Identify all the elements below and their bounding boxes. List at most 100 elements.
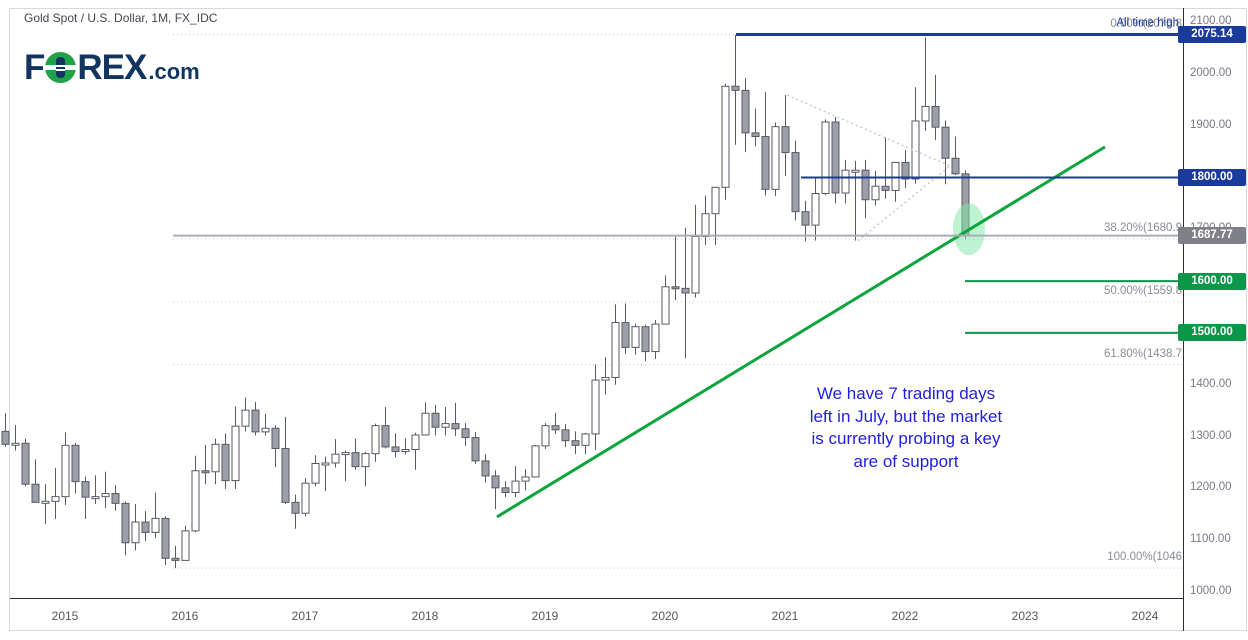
price-axis-label: 1300.00 bbox=[1190, 429, 1232, 442]
candle-2015-07 bbox=[121, 502, 130, 544]
candle-2016-04 bbox=[211, 443, 220, 473]
time-axis-label: 2016 bbox=[171, 609, 199, 623]
candle-2017-12 bbox=[411, 434, 420, 450]
candle-2020-03 bbox=[681, 287, 690, 294]
candle-2020-10 bbox=[751, 132, 760, 138]
candle-2021-11 bbox=[881, 185, 890, 191]
candle-2016-10 bbox=[271, 427, 280, 449]
candle-2016-05 bbox=[221, 443, 230, 482]
fib-level-label: 100.00%(1046 bbox=[1107, 551, 1182, 564]
annotation-line: are of support bbox=[853, 451, 959, 471]
candle-2019-03 bbox=[561, 429, 570, 442]
candle-2017-04 bbox=[331, 453, 340, 464]
candle-2022-05 bbox=[941, 126, 950, 159]
candle-2020-12 bbox=[771, 126, 780, 190]
candle-2019-12 bbox=[651, 323, 660, 353]
candle-2017-07 bbox=[361, 453, 370, 468]
candle-2021-07 bbox=[841, 169, 850, 194]
candle-2016-07 bbox=[241, 409, 250, 427]
fib-level-label: 38.20%(1680.9 bbox=[1103, 222, 1182, 235]
candle-2018-09 bbox=[501, 487, 510, 494]
candle-2020-09 bbox=[741, 89, 750, 134]
candle-2015-12 bbox=[171, 557, 180, 561]
candle-2022-06 bbox=[951, 157, 960, 175]
candle-2020-04 bbox=[691, 236, 700, 294]
candle-2016-09 bbox=[261, 427, 270, 433]
fib-level-label: 0.00%(2075.8 bbox=[1110, 17, 1182, 30]
candle-2022-01 bbox=[901, 161, 910, 180]
candle-2014-09 bbox=[21, 442, 30, 485]
candle-2017-11 bbox=[401, 449, 410, 453]
candle-2018-07 bbox=[481, 460, 490, 477]
candle-2019-05 bbox=[581, 433, 590, 446]
logo-letters-rex: REX bbox=[77, 48, 147, 87]
candle-2015-09 bbox=[141, 521, 150, 533]
forex-o-icon bbox=[43, 52, 79, 83]
candle-2016-02 bbox=[191, 470, 200, 532]
logo-letter-f: F bbox=[24, 48, 45, 87]
candle-2017-01 bbox=[301, 482, 310, 514]
time-axis-label: 2022 bbox=[891, 609, 919, 623]
annotation-line: is currently probing a key bbox=[811, 429, 1001, 448]
candle-2022-04 bbox=[931, 105, 940, 128]
time-axis-label: 2018 bbox=[411, 609, 439, 623]
candle-2021-06 bbox=[831, 121, 840, 194]
candle-2019-07 bbox=[601, 376, 610, 381]
candle-2014-07 bbox=[1, 430, 10, 445]
candle-2020-05 bbox=[701, 213, 710, 238]
candle-2018-10 bbox=[511, 480, 520, 494]
candle-2017-05 bbox=[341, 452, 350, 456]
time-axis-label: 2020 bbox=[651, 609, 679, 623]
candle-2014-08 bbox=[11, 442, 20, 446]
candle-2019-09 bbox=[621, 322, 630, 348]
time-axis-label: 2021 bbox=[771, 609, 799, 623]
price-axis-label: 1400.00 bbox=[1190, 377, 1232, 390]
chart-frame bbox=[9, 8, 1247, 631]
time-axis-label: 2023 bbox=[1011, 609, 1039, 623]
candle-2020-11 bbox=[761, 136, 770, 190]
fib-level-label: 61.80%(1438.7 bbox=[1103, 347, 1182, 360]
candle-2018-05 bbox=[461, 428, 470, 439]
candle-2019-01 bbox=[541, 425, 550, 447]
candle-2015-02 bbox=[71, 444, 80, 483]
candle-2016-11 bbox=[281, 447, 290, 503]
candle-2018-02 bbox=[431, 412, 440, 428]
candle-2017-02 bbox=[311, 462, 320, 484]
time-axis-label: 2019 bbox=[531, 609, 559, 623]
candle-2021-12 bbox=[891, 161, 900, 191]
candle-2022-02 bbox=[911, 120, 920, 180]
candle-2021-09 bbox=[861, 169, 870, 201]
candle-2016-08 bbox=[251, 409, 260, 433]
price-tag-1500.00: 1500.00 bbox=[1178, 324, 1246, 342]
candle-2017-09 bbox=[381, 425, 390, 448]
candle-2017-10 bbox=[391, 446, 400, 453]
time-axis-label: 2017 bbox=[291, 609, 319, 623]
candle-2017-03 bbox=[321, 462, 330, 466]
candle-2021-10 bbox=[871, 185, 880, 201]
time-axis-label: 2024 bbox=[1131, 609, 1159, 623]
candle-2015-04 bbox=[91, 496, 100, 500]
candle-2017-06 bbox=[351, 452, 360, 468]
candle-2019-02 bbox=[551, 425, 560, 431]
candle-2020-08 bbox=[731, 85, 740, 91]
candle-2020-02 bbox=[671, 286, 680, 290]
candle-2016-06 bbox=[231, 425, 240, 482]
candle-2016-01 bbox=[181, 530, 190, 561]
candle-2018-11 bbox=[521, 476, 530, 482]
price-axis-label: 1100.00 bbox=[1190, 533, 1231, 546]
price-tag-2075.14: 2075.14 bbox=[1178, 26, 1246, 44]
fib-level-label: 50.00%(1559.8 bbox=[1103, 284, 1182, 297]
candle-2021-05 bbox=[821, 121, 830, 195]
price-axis-label: 1200.00 bbox=[1190, 481, 1232, 494]
candle-2014-11 bbox=[41, 500, 50, 504]
candle-2015-11 bbox=[161, 517, 170, 559]
candle-2022-03 bbox=[921, 105, 930, 122]
all-time-high-label: All time high bbox=[1116, 17, 1179, 29]
candle-2019-06 bbox=[591, 379, 600, 435]
candle-2015-06 bbox=[111, 493, 120, 504]
price-tag-1600.00: 1600.00 bbox=[1178, 272, 1246, 290]
candle-2015-01 bbox=[61, 444, 70, 498]
price-tag-1687.77: 1687.77 bbox=[1178, 227, 1246, 245]
candle-2014-12 bbox=[51, 496, 60, 502]
